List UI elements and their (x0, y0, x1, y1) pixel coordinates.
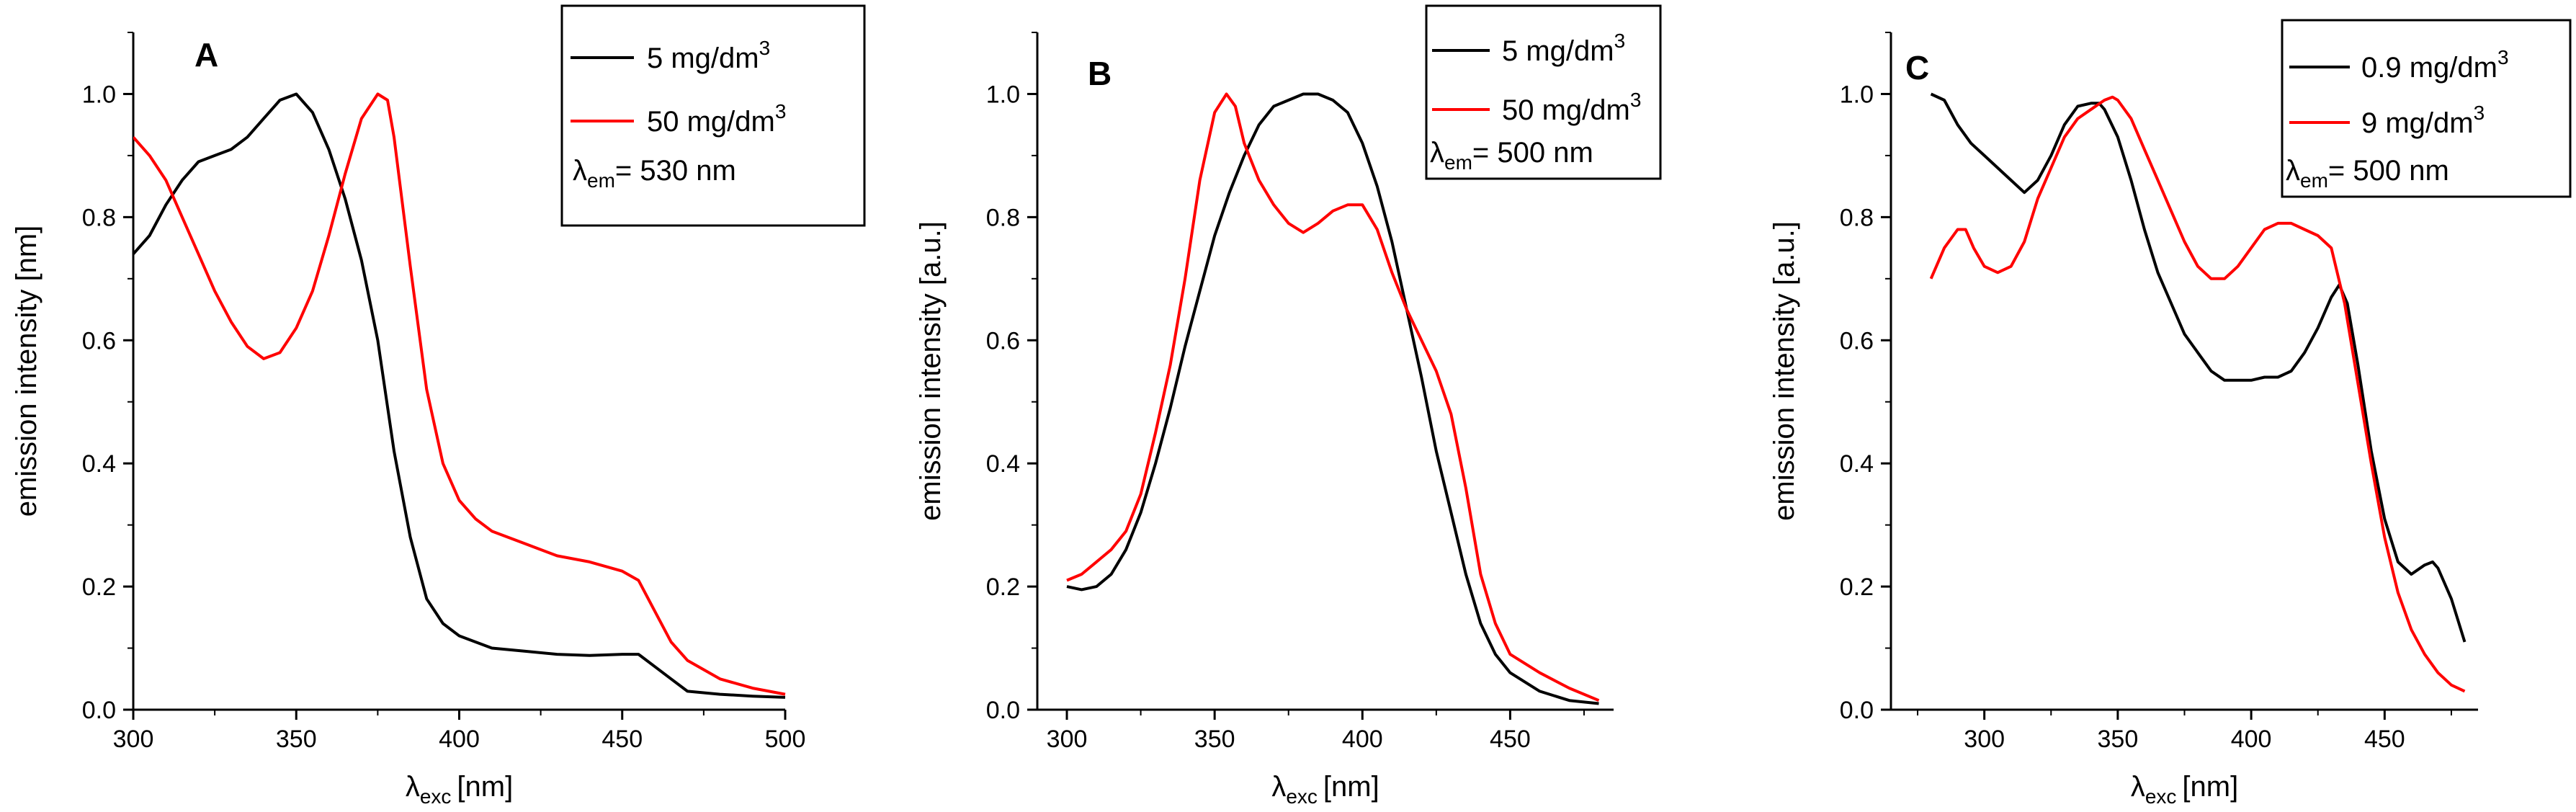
legend-note-text: = 500 nm (1472, 137, 1593, 169)
x-tick-label: 450 (601, 726, 643, 753)
x-axis-label-sub: exc (1286, 785, 1318, 808)
y-tick-label: 0.6 (1840, 327, 1874, 354)
y-tick-label: 0.4 (1840, 450, 1874, 478)
x-axis-label-unit: [nm] (1323, 771, 1379, 803)
legend-note-symbol: λ (2286, 155, 2300, 187)
x-axis-label-sub: exc (420, 785, 452, 808)
series-line-2 (1929, 95, 2466, 693)
x-axis-label: λexc [nm] (2131, 771, 2238, 808)
x-axis-label: λexc [nm] (406, 771, 513, 808)
legend-label-text: 0.9 mg/dm (2361, 52, 2497, 84)
y-tick-label: 0.2 (82, 574, 116, 601)
y-tick-label: 0.8 (1840, 204, 1874, 231)
legend-note-sub: em (1444, 151, 1472, 174)
y-axis-label: emission intensity [a.u.] (915, 221, 947, 521)
legend-label-sup: 3 (2474, 102, 2485, 124)
legend-label-sup: 3 (1630, 89, 1642, 111)
y-tick-label: 0.4 (82, 450, 116, 478)
panel-letter: C (1905, 49, 1929, 86)
legend-note-text: = 530 nm (615, 155, 736, 187)
series-line-1 (1930, 92, 2467, 643)
x-tick-label: 300 (113, 726, 154, 753)
panel-letter: B (1088, 55, 1112, 92)
legend-label-sup: 3 (2497, 46, 2509, 68)
y-tick-label: 1.0 (986, 81, 1020, 108)
legend-box (560, 4, 866, 227)
legend-label-2: 9 mg/dm3 (2361, 102, 2485, 139)
x-axis-label-symbol: λ (406, 771, 420, 803)
legend-label-1: 5 mg/dm3 (1502, 30, 1625, 67)
y-axis-label: emission intensity [a.u.] (1768, 221, 1800, 521)
y-tick-label: 0.8 (82, 204, 116, 231)
x-axis-label: λexc [nm] (1271, 771, 1379, 808)
x-tick-label: 300 (1964, 726, 2005, 753)
legend-label-sup: 3 (759, 37, 771, 59)
y-tick-label: 0.6 (82, 327, 116, 354)
legend-box (2281, 19, 2572, 198)
legend-label-text: 50 mg/dm (1502, 94, 1630, 126)
y-tick-label: 1.0 (82, 81, 116, 108)
legend-label-1: 5 mg/dm3 (647, 37, 770, 74)
legend-note: λem= 500 nm (2286, 155, 2449, 192)
x-tick-label: 450 (2364, 726, 2405, 753)
legend-note-sub: em (2300, 169, 2328, 192)
x-axis-label-symbol: λ (2131, 771, 2145, 803)
legend-note-text: = 500 nm (2328, 155, 2449, 187)
y-tick-label: 0.2 (986, 574, 1020, 601)
x-tick-label: 400 (439, 726, 480, 753)
x-axis-label-unit: [nm] (457, 771, 513, 803)
series-line-2 (133, 92, 786, 696)
x-tick-label: 350 (276, 726, 317, 753)
legend-label-sup: 3 (1614, 30, 1626, 52)
x-tick-label: 500 (765, 726, 806, 753)
legend-label-2: 50 mg/dm3 (1502, 89, 1641, 126)
legend-note: λem= 500 nm (1430, 137, 1593, 174)
legend-label-text: 5 mg/dm (1502, 35, 1614, 67)
legend-note-symbol: λ (1430, 137, 1444, 169)
y-tick-label: 0.0 (986, 697, 1020, 724)
y-tick-label: 1.0 (1840, 81, 1874, 108)
legend-label-text: 5 mg/dm (647, 43, 759, 74)
legend-label-sup: 3 (775, 100, 787, 122)
x-tick-label: 350 (1194, 726, 1235, 753)
legend-note-sub: em (587, 169, 615, 192)
legend-label-1: 0.9 mg/dm3 (2361, 46, 2509, 84)
panel-letter: A (194, 36, 218, 73)
y-tick-label: 0.0 (1840, 697, 1874, 724)
legend-note: λem= 530 nm (573, 155, 736, 192)
series-line-1 (1066, 92, 1599, 705)
y-tick-label: 0.8 (986, 204, 1020, 231)
legend-label-text: 9 mg/dm (2361, 107, 2474, 139)
x-axis-label-symbol: λ (1271, 771, 1286, 803)
x-tick-label: 300 (1047, 726, 1088, 753)
legend-box (1425, 4, 1662, 180)
x-tick-label: 350 (2098, 726, 2139, 753)
series-line-1 (133, 92, 786, 699)
y-tick-label: 0.0 (82, 697, 116, 724)
y-tick-label: 0.6 (986, 327, 1020, 354)
x-tick-label: 450 (1490, 726, 1531, 753)
legend-note-symbol: λ (573, 155, 587, 187)
legend-label-2: 50 mg/dm3 (647, 100, 786, 138)
y-tick-label: 0.2 (1840, 574, 1874, 601)
x-tick-label: 400 (1342, 726, 1383, 753)
series-line-2 (1066, 92, 1600, 702)
legend-label-text: 50 mg/dm (647, 106, 775, 138)
x-axis-label-unit: [nm] (2182, 771, 2238, 803)
x-axis-label-sub: exc (2145, 785, 2177, 808)
y-axis-label: emission intensity [nm] (11, 226, 43, 517)
y-tick-label: 0.4 (986, 450, 1020, 478)
x-tick-label: 400 (2231, 726, 2272, 753)
